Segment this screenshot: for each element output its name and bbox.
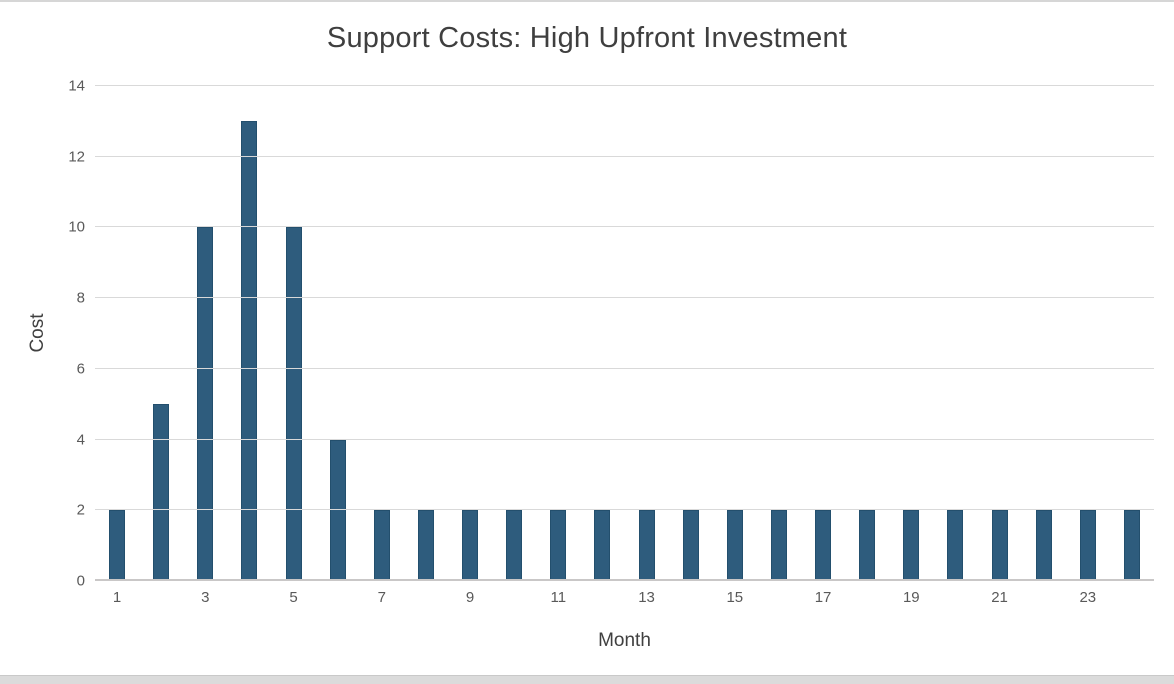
gridline-y-0 [95, 579, 1154, 581]
bar-month-20 [947, 510, 964, 581]
window-bottom-edge [0, 675, 1174, 684]
bar-month-12 [594, 510, 611, 581]
bar-slot-month-21 [978, 86, 1022, 581]
bar-month-1 [109, 510, 126, 581]
gridline-y-8 [95, 297, 1154, 299]
x-tick-label-13: 13 [638, 589, 655, 606]
chart-title: Support Costs: High Upfront Investment [326, 22, 848, 54]
bar-month-13 [638, 510, 655, 581]
bar-series [95, 86, 1154, 581]
bar-month-19 [903, 510, 920, 581]
bar-slot-month-19 [889, 86, 933, 581]
bar-month-7 [373, 510, 390, 581]
bar-slot-month-1 [95, 86, 139, 581]
bar-month-23 [1079, 510, 1096, 581]
x-tick-label-11: 11 [550, 589, 567, 606]
bar-slot-month-5 [272, 86, 316, 581]
bar-slot-month-11 [536, 86, 580, 581]
x-axis-tick-labels: 1 3 5 7 9 11 13 15 17 19 21 23 [95, 590, 1154, 605]
x-tick-label-7: 7 [377, 589, 386, 606]
gridline-y-4 [95, 438, 1154, 440]
bar-month-2 [153, 404, 170, 581]
x-tick-label-4 [227, 590, 271, 605]
bar-slot-month-9 [448, 86, 492, 581]
x-tick-label-1: 1 [112, 589, 122, 606]
x-axis-title: Month [598, 630, 651, 651]
bar-slot-month-8 [404, 86, 448, 581]
bar-month-24 [1123, 510, 1140, 581]
x-tick-label-9: 9 [465, 589, 475, 606]
y-tick-label-2: 2 [76, 501, 85, 519]
x-tick-label-8 [404, 590, 448, 605]
x-tick-label-16 [757, 590, 801, 605]
y-tick-label-6: 6 [76, 360, 85, 378]
x-tick-label-21: 21 [991, 589, 1008, 606]
x-tick-label-12 [580, 590, 624, 605]
bar-slot-month-15 [713, 86, 757, 581]
bar-slot-month-16 [757, 86, 801, 581]
bar-slot-month-14 [669, 86, 713, 581]
gridline-y-6 [95, 367, 1154, 369]
y-tick-label-10: 10 [68, 218, 85, 236]
bar-slot-month-4 [227, 86, 271, 581]
x-tick-label-24 [1110, 590, 1154, 605]
bar-slot-month-17 [801, 86, 845, 581]
x-tick-label-2 [139, 590, 183, 605]
bar-month-3 [197, 227, 214, 581]
bar-slot-month-3 [183, 86, 227, 581]
bar-month-17 [815, 510, 832, 581]
x-tick-label-6 [316, 590, 360, 605]
bar-slot-month-7 [360, 86, 404, 581]
y-tick-label-4: 4 [76, 431, 85, 449]
x-tick-label-17: 17 [814, 589, 832, 606]
window-top-edge [0, 0, 1174, 2]
gridline-y-10 [95, 226, 1154, 228]
bar-month-14 [682, 510, 699, 581]
x-tick-label-18 [845, 590, 889, 605]
y-axis-title: Cost [27, 313, 48, 353]
x-tick-label-22 [1022, 590, 1066, 605]
bar-month-11 [550, 510, 567, 581]
bar-slot-month-10 [492, 86, 536, 581]
x-tick-label-3: 3 [201, 589, 210, 606]
bar-month-18 [859, 510, 876, 581]
y-tick-label-14: 14 [68, 77, 85, 95]
y-tick-label-8: 8 [76, 289, 85, 307]
bar-month-22 [1035, 510, 1052, 581]
bar-slot-month-2 [139, 86, 183, 581]
plot-area: 1 3 5 7 9 11 13 15 17 19 21 23 0 2 4 6 8 10 12 14 [68, 79, 1154, 605]
bar-slot-month-13 [625, 86, 669, 581]
bar-slot-month-18 [845, 86, 889, 581]
bar-month-8 [417, 510, 434, 581]
bar-month-21 [991, 510, 1008, 581]
bar-month-10 [506, 510, 523, 581]
bar-month-16 [770, 510, 787, 581]
bar-slot-month-20 [933, 86, 977, 581]
bar-slot-month-24 [1110, 86, 1154, 581]
x-tick-label-20 [933, 590, 977, 605]
bar-month-15 [726, 510, 743, 581]
x-tick-label-23: 23 [1079, 589, 1097, 606]
bar-month-9 [462, 510, 479, 581]
x-tick-label-14 [669, 590, 713, 605]
x-tick-label-10 [492, 590, 536, 605]
bar-month-5 [285, 227, 302, 581]
gridline-y-12 [95, 155, 1154, 157]
bar-month-4 [241, 121, 258, 581]
bar-slot-month-12 [580, 86, 624, 581]
x-tick-label-15: 15 [726, 589, 744, 606]
x-tick-label-5: 5 [289, 589, 298, 606]
gridline-y-2 [95, 509, 1154, 511]
x-tick-label-19: 19 [902, 589, 920, 606]
bar-slot-month-6 [316, 86, 360, 581]
bar-slot-month-22 [1022, 86, 1066, 581]
bar-slot-month-23 [1066, 86, 1110, 581]
gridline-y-14 [95, 85, 1154, 86]
y-tick-label-0: 0 [76, 572, 85, 590]
y-tick-label-12: 12 [68, 148, 85, 166]
